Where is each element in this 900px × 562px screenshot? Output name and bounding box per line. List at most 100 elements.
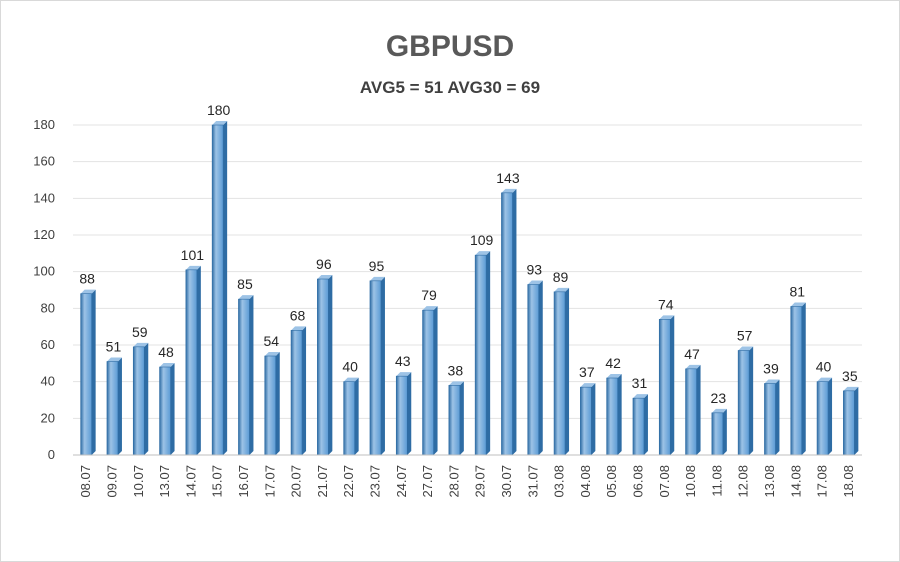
chart-subtitle: AVG5 = 51 AVG30 = 69 [359,78,541,97]
bar-side [643,394,648,455]
bar-side [249,295,254,455]
data-label: 37 [579,364,595,380]
data-label: 38 [448,362,464,378]
data-label: 85 [237,276,253,292]
bar-top [632,394,648,399]
bar-side [144,342,149,455]
bar [474,254,487,456]
bar [843,390,855,456]
bar-side [696,364,701,455]
bar-top [80,289,96,294]
data-label: 96 [316,256,332,272]
data-label: 48 [158,344,174,360]
data-label: 88 [79,271,95,287]
data-label: 54 [263,333,279,349]
x-tick-label: 20.07 [289,465,304,498]
x-tick-label: 15.07 [210,465,225,498]
bar-side [828,377,833,455]
bar [553,291,566,456]
data-label: 35 [842,368,858,384]
x-tick-label: 09.07 [104,465,119,498]
x-tick-label: 03.08 [552,465,567,498]
bar-side [854,386,859,455]
x-tick-label: 17.07 [262,465,277,498]
y-tick-label: 80 [41,300,55,315]
bar [185,269,198,456]
data-label: 143 [496,170,520,186]
bar [632,397,645,456]
data-label: 93 [526,262,542,278]
x-tick-label: 14.07 [183,465,198,498]
data-label: 95 [369,258,385,274]
bar-top [291,326,307,331]
bar-top [501,188,517,193]
bar-side [722,408,727,455]
bar-side [591,383,596,455]
bar [290,330,303,456]
x-tick-label: 16.07 [236,465,251,498]
y-tick-label: 20 [41,410,55,425]
x-tick-label: 12.08 [736,465,751,498]
chart-title: GBPUSD [385,30,515,63]
data-label: 40 [816,359,832,375]
bar-top [317,275,333,279]
bar-side [91,289,96,455]
data-label: 81 [789,284,805,300]
bar [580,386,592,456]
bar [343,381,355,456]
x-tick-label: 30.07 [499,465,514,498]
bar-top [475,251,491,256]
bar [685,368,697,456]
x-tick-label: 10.07 [131,465,146,498]
data-label: 68 [290,307,306,323]
y-tick-label: 140 [33,190,55,205]
y-tick-label: 160 [33,154,55,169]
bar-side [354,377,359,455]
bar-side [512,188,517,456]
bar [80,293,92,456]
x-tick-label: 11.08 [709,465,724,497]
bar-top [422,306,438,311]
y-tick-label: 100 [33,264,55,279]
bar [132,346,145,456]
data-label: 89 [553,269,569,285]
bar [238,298,250,456]
bar-side [117,357,122,455]
bar-side [380,276,385,455]
data-label: 47 [684,346,700,362]
bar-top [212,121,228,125]
bar-side [275,352,280,455]
bar-top [554,287,570,292]
bar-top [738,346,754,351]
data-label: 42 [605,355,621,371]
bar-top [238,295,254,300]
bar-top [764,379,780,384]
data-label: 40 [342,359,358,375]
bar [422,309,434,456]
bar-top [106,357,122,362]
x-tick-label: 21.07 [315,465,330,498]
bar [606,377,618,456]
bar-top [711,408,727,413]
data-label: 74 [658,296,674,312]
data-label: 109 [470,232,494,248]
y-tick-label: 180 [33,117,55,132]
x-tick-label: 28.07 [446,465,461,498]
bar [211,124,224,456]
bar-side [801,302,806,455]
x-tick-label: 29.07 [473,465,488,498]
bar-top [685,364,701,369]
bar-top [580,383,596,388]
bar-side [749,346,754,455]
bar-side [459,381,464,455]
bar [658,319,671,456]
bar [159,366,171,456]
x-tick-label: 07.08 [657,465,672,498]
bar [448,385,461,456]
x-tick-label: 13.08 [762,465,777,498]
y-tick-label: 40 [41,374,55,389]
bar-top [264,352,280,356]
bar [527,284,540,456]
